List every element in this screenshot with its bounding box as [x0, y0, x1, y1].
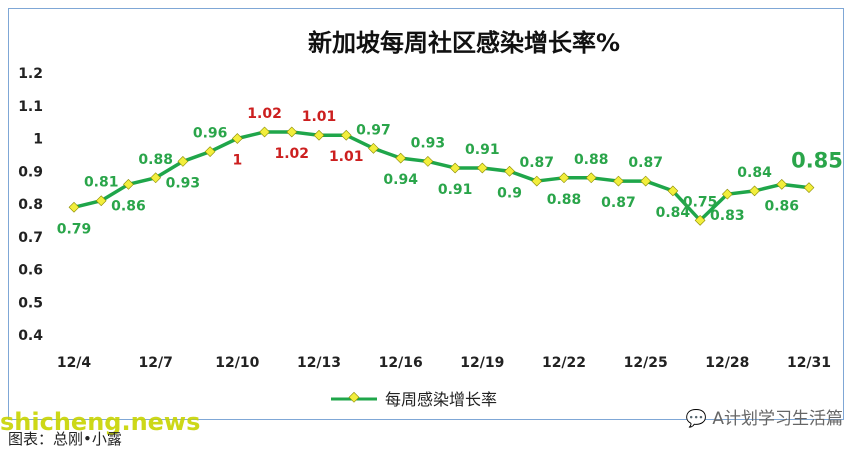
data-point — [558, 172, 570, 184]
data-label: 0.86 — [111, 198, 146, 214]
data-point — [749, 185, 760, 197]
data-point — [259, 126, 270, 138]
data-point — [68, 201, 80, 213]
data-point — [640, 175, 652, 187]
x-tick-label: 12/13 — [297, 355, 341, 371]
data-point — [340, 129, 352, 141]
data-point — [803, 182, 815, 193]
chart-frame: 新加坡每周社区感染增长率% 0.4 0.5 0.6 0.7 0.8 0.9 1 1.1 1.2 … — [8, 8, 844, 420]
legend-label: 每周感染增长率 — [385, 390, 497, 409]
data-point — [449, 162, 461, 174]
data-point — [123, 178, 134, 190]
data-label: 0.84 — [656, 205, 691, 221]
data-point — [150, 172, 162, 184]
data-point — [776, 178, 788, 190]
data-label: 1.01 — [302, 109, 337, 125]
data-label: 1 — [232, 153, 242, 169]
y-tick-label: 1.1 — [18, 99, 43, 115]
x-axis: 12/4 12/7 12/10 12/13 12/16 12/19 12/22 12/25 12… — [57, 355, 831, 371]
caption: 图表：总刚•小露 — [8, 430, 122, 448]
data-label: 1.01 — [329, 149, 364, 165]
data-point — [531, 175, 543, 187]
watermark-right: 💬 A计划学习生活篇 — [686, 404, 843, 429]
x-tick-label: 12/22 — [542, 355, 586, 371]
data-point — [286, 126, 298, 138]
y-axis: 0.4 0.5 0.6 0.7 0.8 0.9 1 1.1 1.2 — [18, 66, 43, 344]
data-label: 0.93 — [411, 135, 446, 151]
data-label: 0.84 — [737, 165, 772, 181]
y-tick-label: 0.5 — [18, 295, 43, 311]
watermark-left: shicheng.news — [0, 408, 201, 436]
data-point — [721, 188, 733, 200]
data-point — [368, 142, 379, 154]
x-tick-label: 12/25 — [624, 355, 668, 371]
data-point — [395, 152, 407, 164]
chart-title: 新加坡每周社区感染增长率% — [308, 29, 620, 57]
data-label: 0.91 — [465, 142, 500, 158]
data-label: 0.94 — [383, 172, 418, 188]
data-point — [204, 146, 216, 157]
wechat-icon: 💬 — [685, 409, 713, 429]
data-labels: 0.79 0.81 0.86 0.88 0.93 0.961 1.02 1.02 1.01 1.0… — [57, 106, 843, 237]
y-tick-label: 0.9 — [18, 164, 43, 180]
x-tick-label: 12/7 — [138, 355, 172, 371]
data-label: 0.87 — [628, 155, 663, 171]
data-point — [95, 195, 107, 207]
legend: 每周感染增长率 — [331, 390, 497, 409]
y-tick-label: 1 — [33, 132, 43, 148]
data-label: 0.91 — [438, 182, 473, 198]
data-point — [613, 175, 624, 187]
data-point — [504, 165, 515, 177]
y-tick-label: 0.7 — [18, 230, 43, 246]
legend-marker-swatch — [348, 391, 360, 403]
data-label: 1.02 — [247, 106, 282, 122]
data-point — [177, 156, 189, 167]
data-point — [422, 156, 434, 167]
y-tick-label: 0.4 — [18, 328, 43, 344]
x-tick-label: 12/16 — [379, 355, 423, 371]
series-polyline — [73, 130, 810, 223]
data-label: 0.9 — [497, 185, 522, 201]
series-line — [68, 126, 815, 226]
data-label: 0.86 — [765, 198, 800, 214]
data-label: 0.97 — [356, 122, 391, 138]
x-tick-label: 12/4 — [57, 355, 92, 371]
x-tick-label: 12/10 — [215, 355, 259, 371]
data-point — [667, 185, 679, 197]
data-label: 0.87 — [601, 195, 636, 211]
y-tick-label: 0.6 — [18, 263, 43, 279]
data-point — [585, 172, 597, 184]
data-label: 0.88 — [574, 152, 609, 168]
data-label: 1.02 — [275, 146, 310, 162]
data-label: 0.93 — [166, 175, 201, 191]
x-tick-label: 12/19 — [460, 355, 504, 371]
data-point — [313, 129, 325, 141]
data-label: 0.88 — [547, 192, 582, 208]
data-label: 0.83 — [710, 208, 745, 224]
data-label: 0.75 — [683, 194, 718, 210]
data-point — [231, 133, 243, 144]
data-label: 0.87 — [520, 155, 555, 171]
data-label: 0.96 — [193, 126, 228, 142]
data-label: 0.88 — [138, 152, 173, 168]
data-label: 0.81 — [84, 175, 119, 191]
x-tick-label: 12/31 — [787, 355, 831, 371]
line-chart: 新加坡每周社区感染增长率% 0.40.50.60.70.80.911.11.2 … — [18, 29, 843, 409]
watermark-right-text: A计划学习生活篇 — [712, 409, 843, 429]
data-point — [476, 162, 488, 174]
data-point — [694, 215, 706, 226]
y-tick-label: 1.2 — [18, 66, 43, 82]
data-label: 0.85 — [791, 149, 843, 173]
y-tick-label: 0.8 — [18, 197, 43, 213]
data-label: 0.79 — [57, 221, 92, 237]
x-tick-label: 12/28 — [705, 355, 749, 371]
